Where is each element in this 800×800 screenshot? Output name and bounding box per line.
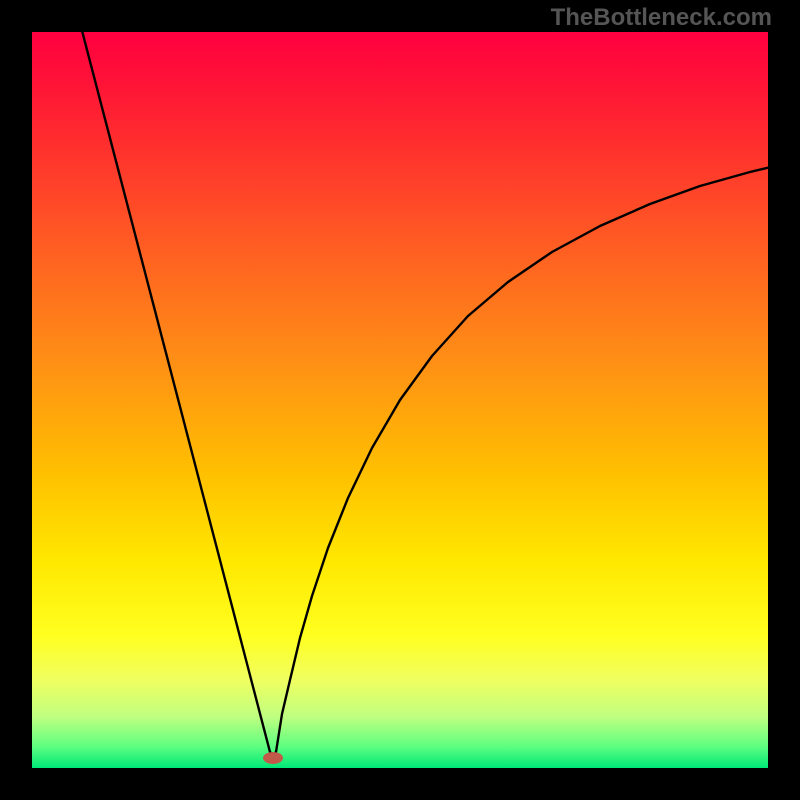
plot-area-gradient [32, 32, 768, 768]
watermark-text: TheBottleneck.com [551, 4, 772, 32]
chart-container: TheBottleneck.com [0, 0, 800, 800]
